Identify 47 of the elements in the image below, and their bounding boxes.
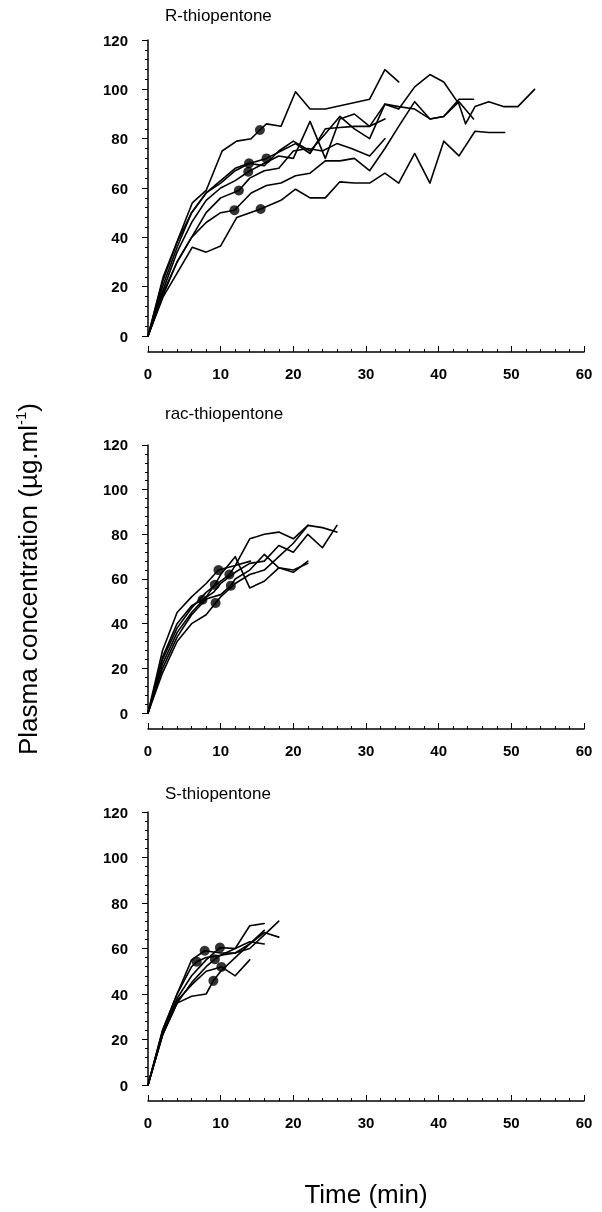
y-tick-label: 40 (111, 985, 128, 1003)
x-tick-label: 50 (502, 742, 520, 759)
y-tick-label: 100 (102, 481, 128, 499)
chart-title: rac-thiopentone (165, 404, 284, 423)
x-tick-label: 30 (357, 1114, 375, 1131)
x-tick-label: 0 (143, 742, 153, 759)
chart-title: S-thiopentone (165, 784, 271, 803)
y-tick-label: 100 (102, 849, 128, 866)
y-tick-label: 20 (111, 1031, 128, 1048)
y-tick-label: 120 (102, 436, 128, 454)
x-tick-label: 40 (430, 365, 448, 382)
y-tick-label: 60 (111, 179, 128, 197)
y-tick-label: 20 (111, 659, 128, 677)
x-tick-label: 0 (143, 365, 153, 382)
x-tick-label: 30 (357, 742, 375, 759)
y-tick-label: 120 (102, 31, 128, 49)
x-tick-label: 20 (284, 1114, 302, 1131)
y-tick-label: 120 (102, 803, 128, 821)
y-tick-label: 0 (119, 1076, 128, 1094)
x-tick-label: 10 (212, 1114, 230, 1131)
x-tick-label: 60 (575, 1114, 593, 1131)
y-tick-label: 0 (119, 327, 128, 345)
y-tick-label: 80 (111, 130, 128, 148)
y-tick-label: 40 (111, 615, 128, 633)
y-tick-label: 80 (111, 525, 128, 543)
x-tick-label: 50 (502, 365, 520, 382)
y-tick-label: 100 (102, 80, 128, 98)
x-tick-label: 40 (430, 742, 448, 759)
x-tick-label: 50 (502, 1114, 520, 1131)
y-tick-label: 60 (111, 940, 128, 957)
y-tick-label: 20 (111, 278, 128, 296)
y-axis-title: Plasma concentration (µg.ml-1) (12, 402, 43, 755)
x-tick-label: 20 (284, 742, 302, 759)
x-tick-label: 30 (357, 365, 375, 382)
y-tick-label: 0 (119, 704, 128, 722)
x-tick-label: 0 (143, 1114, 153, 1131)
chart-title: R-thiopentone (165, 6, 272, 25)
y-tick-label: 80 (111, 894, 128, 912)
x-tick-label: 60 (575, 365, 593, 382)
x-tick-label: 10 (212, 742, 230, 759)
x-tick-label: 40 (430, 1114, 448, 1131)
y-tick-label: 60 (111, 570, 128, 588)
x-tick-label: 60 (575, 742, 593, 759)
y-tick-label: 40 (111, 228, 128, 246)
x-tick-label: 10 (212, 365, 230, 382)
x-axis-title: Time (min) (304, 1179, 428, 1209)
x-tick-label: 20 (284, 365, 302, 382)
